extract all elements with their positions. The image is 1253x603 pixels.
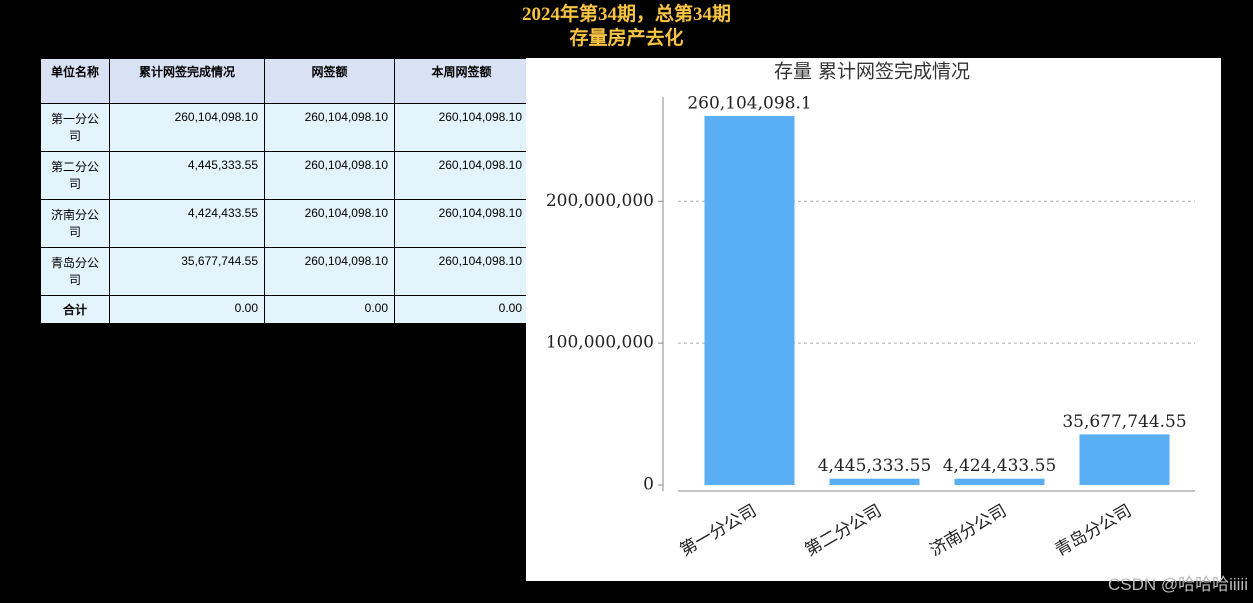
- cell: 260,104,098.10: [264, 199, 395, 248]
- x-tick-label: 济南分公司: [927, 501, 1011, 561]
- chart: 存量 累计网签完成情况 0 100,000,000 200,000,000 260,1…: [526, 58, 1221, 581]
- cell: 260,104,098.10: [394, 247, 529, 296]
- column-header: 本周网签额: [394, 58, 529, 104]
- row-name: 第一分公司: [40, 103, 110, 152]
- header-row: 单位名称 累计网签完成情况 网签额 本周网签额: [40, 58, 529, 104]
- data-label: 35,677,744.55: [1062, 412, 1186, 432]
- table-row: 青岛分公司 35,677,744.55 260,104,098.10 260,104,…: [40, 247, 529, 296]
- cell: 0.00: [264, 295, 395, 324]
- cell: 260,104,098.10: [394, 151, 529, 200]
- x-tick-label: 第一分公司: [677, 501, 761, 561]
- cell: 260,104,098.10: [394, 199, 529, 248]
- cell: 260,104,098.10: [264, 103, 395, 152]
- page-subtitle: 存量房产去化: [569, 28, 684, 49]
- row-name: 合计: [40, 295, 110, 324]
- data-label: 260,104,098.1: [687, 94, 811, 114]
- table-row: 第二分公司 4,445,333.55 260,104,098.10 260,104,0…: [40, 151, 529, 200]
- data-label: 4,445,333.55: [818, 456, 932, 476]
- row-name: 第二分公司: [40, 151, 110, 200]
- row-name: 济南分公司: [40, 199, 110, 248]
- cell: 0.00: [109, 295, 265, 324]
- column-header: 网签额: [264, 58, 395, 104]
- cell: 4,445,333.55: [109, 151, 265, 200]
- chart-title: 存量 累计网签完成情况: [774, 61, 970, 83]
- table-row: 第一分公司 260,104,098.10 260,104,098.10 260,104…: [40, 103, 529, 152]
- row-name: 青岛分公司: [40, 247, 110, 296]
- cell: 260,104,098.10: [264, 247, 395, 296]
- y-tick-label: 200,000,000: [546, 191, 654, 211]
- data-table: 单位名称 累计网签完成情况 网签额 本周网签额 第一分公司 260,104,098.10 2…: [40, 58, 529, 324]
- cell: 4,424,433.55: [109, 199, 265, 248]
- column-header: 累计网签完成情况: [109, 58, 265, 104]
- bar: [704, 116, 795, 485]
- bar: [954, 478, 1045, 485]
- x-tick-label: 青岛分公司: [1052, 501, 1136, 561]
- cell: 260,104,098.10: [394, 103, 529, 152]
- cell: 0.00: [394, 295, 529, 324]
- y-tick-label: 0: [643, 475, 654, 495]
- table-row: 济南分公司 4,424,433.55 260,104,098.10 260,104,0…: [40, 199, 529, 248]
- page-title: 2024年第34期，总第34期: [521, 4, 731, 25]
- table-body: 第一分公司 260,104,098.10 260,104,098.10 260,104…: [40, 103, 529, 324]
- x-tick-label: 第二分公司: [802, 501, 886, 561]
- header: 2024年第34期，总第34期 存量房产去化: [0, 3, 1253, 51]
- y-tick-label: 100,000,000: [546, 333, 654, 353]
- cell: 35,677,744.55: [109, 247, 265, 296]
- watermark: CSDN @哈哈哈iiiii: [1107, 575, 1248, 594]
- bar: [829, 478, 920, 485]
- column-header: 单位名称: [40, 58, 110, 104]
- bar: [1079, 434, 1170, 485]
- data-label: 4,424,433.55: [943, 456, 1057, 476]
- table-row: 合计 0.00 0.00 0.00: [40, 295, 529, 324]
- cell: 260,104,098.10: [264, 151, 395, 200]
- cell: 260,104,098.10: [109, 103, 265, 152]
